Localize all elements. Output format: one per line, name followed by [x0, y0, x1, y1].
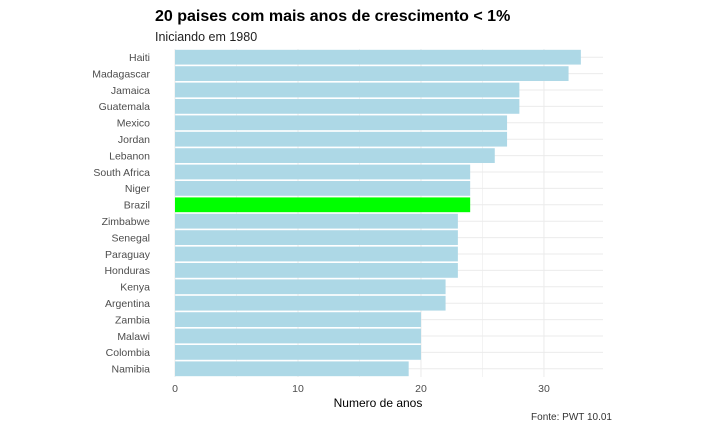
bar-honduras	[175, 263, 458, 278]
category-label: South Africa	[93, 167, 150, 179]
category-label: Haiti	[129, 52, 150, 64]
category-label: Colombia	[106, 347, 151, 359]
category-label: Senegal	[111, 232, 150, 244]
bar-south-africa	[175, 164, 471, 180]
bar-zimbabwe	[175, 213, 458, 229]
bar-kenya	[175, 279, 446, 295]
x-tick-label: 20	[415, 383, 427, 395]
category-label: Jamaica	[111, 85, 150, 97]
x-tick-labels: 0 10 20 30	[172, 383, 550, 395]
chart-subtitle: Iniciando em 1980	[155, 30, 258, 44]
category-label: Kenya	[120, 282, 150, 294]
bar-malawi	[175, 328, 421, 344]
chart-title: 20 paises com mais anos de crescimento <…	[155, 8, 511, 25]
bar-jamaica	[175, 82, 520, 98]
bars	[175, 49, 581, 377]
bar-haiti	[175, 49, 581, 65]
source-caption: Fonte: PWT 10.01	[531, 412, 612, 423]
x-axis-title: Numero de anos	[334, 396, 423, 410]
bar-madagascar	[175, 66, 569, 81]
category-label: Jordan	[118, 134, 150, 146]
x-tick-label: 30	[538, 383, 550, 395]
bar-lebanon	[175, 148, 495, 163]
bar-brazil	[175, 197, 471, 213]
bar-mexico	[175, 115, 508, 131]
grid-lines	[174, 49, 603, 377]
category-label: Mexico	[117, 118, 150, 130]
bar-paraguay	[175, 246, 458, 262]
bar-niger	[175, 181, 471, 196]
category-label: Niger	[125, 183, 151, 195]
category-labels: Haiti Madagascar Jamaica Guatemala Mexico Jor…	[92, 52, 151, 376]
category-label: Honduras	[104, 265, 150, 277]
bar-namibia	[175, 361, 409, 377]
bar-argentina	[175, 295, 446, 311]
category-label: Zimbabwe	[102, 216, 151, 228]
category-label: Madagascar	[92, 68, 150, 80]
category-label: Malawi	[117, 331, 150, 343]
category-label: Namibia	[111, 364, 150, 376]
category-label: Lebanon	[109, 150, 150, 162]
category-label: Argentina	[105, 298, 150, 310]
bar-guatemala	[175, 99, 520, 114]
bar-colombia	[175, 345, 421, 360]
bar-jordan	[175, 131, 508, 147]
x-tick-label: 0	[172, 383, 178, 395]
bar-zambia	[175, 312, 421, 327]
category-label: Zambia	[115, 314, 150, 326]
x-tick-label: 10	[292, 383, 304, 395]
category-label: Paraguay	[105, 249, 151, 261]
bar-senegal	[175, 230, 458, 245]
category-label: Brazil	[124, 200, 150, 212]
category-label: Guatemala	[99, 101, 151, 113]
